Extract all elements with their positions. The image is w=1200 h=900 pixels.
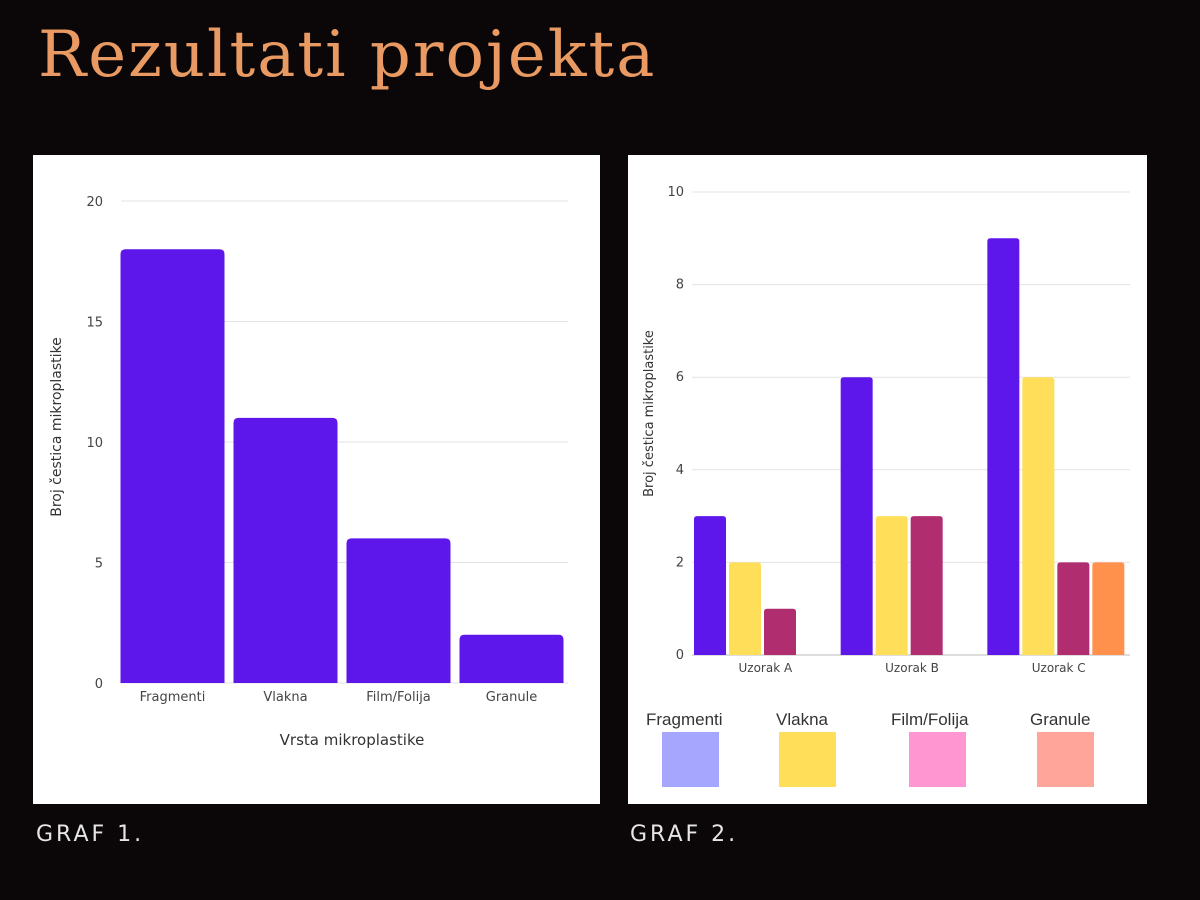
legend-swatch — [1037, 732, 1094, 787]
bar-fragmenti — [840, 377, 873, 655]
legend-swatch — [662, 732, 719, 787]
x-tick-label: Vlakna — [263, 690, 307, 705]
y-axis-label: Broj čestica mikroplastike — [49, 337, 65, 517]
bar-film-folija — [764, 608, 796, 655]
bar-film-folija — [910, 516, 943, 655]
x-tick-label: Uzorak A — [738, 661, 792, 675]
bar — [120, 249, 225, 683]
page-title: Rezultati projekta — [38, 18, 657, 92]
y-tick-label: 10 — [86, 436, 103, 451]
legend-label: Fragmenti — [646, 710, 723, 729]
x-tick-label: Fragmenti — [140, 690, 206, 705]
legend-label: Granule — [1030, 710, 1091, 729]
bar-vlakna — [1022, 377, 1055, 655]
bar-vlakna — [729, 562, 761, 655]
chart-panel-1: 0 5 10 15 20 Fragmenti Vlakna Film/Folija Granul… — [33, 155, 600, 804]
bar-film-folija — [1057, 562, 1090, 655]
graph-1-caption: GRAF 1. — [36, 822, 145, 847]
y-tick-label: 10 — [667, 185, 684, 200]
y-tick-label: 4 — [676, 463, 684, 478]
bar — [346, 538, 451, 683]
bar-vlakna — [875, 516, 908, 655]
x-tick-label: Uzorak C — [1032, 661, 1086, 675]
bar — [233, 417, 338, 683]
y-tick-label: 20 — [86, 195, 103, 210]
y-tick-label: 0 — [95, 677, 103, 692]
bar-fragmenti — [694, 516, 726, 655]
bar — [459, 634, 564, 683]
legend-label: Film/Folija — [891, 710, 969, 729]
y-tick-label: 8 — [676, 278, 684, 293]
graph-2-caption: GRAF 2. — [630, 822, 739, 847]
chart-2: 0 2 4 6 8 10 Uzorak A Uzorak B Uzorak C Broj čest… — [642, 185, 1130, 675]
bar-granule — [1092, 562, 1125, 655]
x-axis-label: Vrsta mikroplastike — [280, 731, 425, 749]
y-axis-label: Broj čestica mikroplastike — [642, 330, 657, 497]
y-tick-label: 0 — [676, 648, 684, 663]
x-tick-label: Film/Folija — [366, 690, 431, 705]
legend-swatch — [779, 732, 836, 787]
legend-label: Vlakna — [776, 710, 828, 729]
x-tick-label: Granule — [486, 690, 537, 705]
x-tick-label: Uzorak B — [885, 661, 939, 675]
chart-panel-2: 0 2 4 6 8 10 Uzorak A Uzorak B Uzorak C Broj čest… — [628, 155, 1147, 804]
chart-1: 0 5 10 15 20 Fragmenti Vlakna Film/Folija Granul… — [49, 195, 568, 749]
legend-swatch — [909, 732, 966, 787]
y-tick-label: 5 — [95, 557, 103, 572]
bar-fragmenti — [987, 238, 1020, 656]
y-tick-label: 2 — [676, 555, 684, 570]
chart-2-legend: Fragmenti Vlakna Film/Folija Granule — [628, 710, 1147, 790]
y-tick-label: 6 — [676, 370, 684, 385]
y-tick-label: 15 — [86, 316, 103, 331]
